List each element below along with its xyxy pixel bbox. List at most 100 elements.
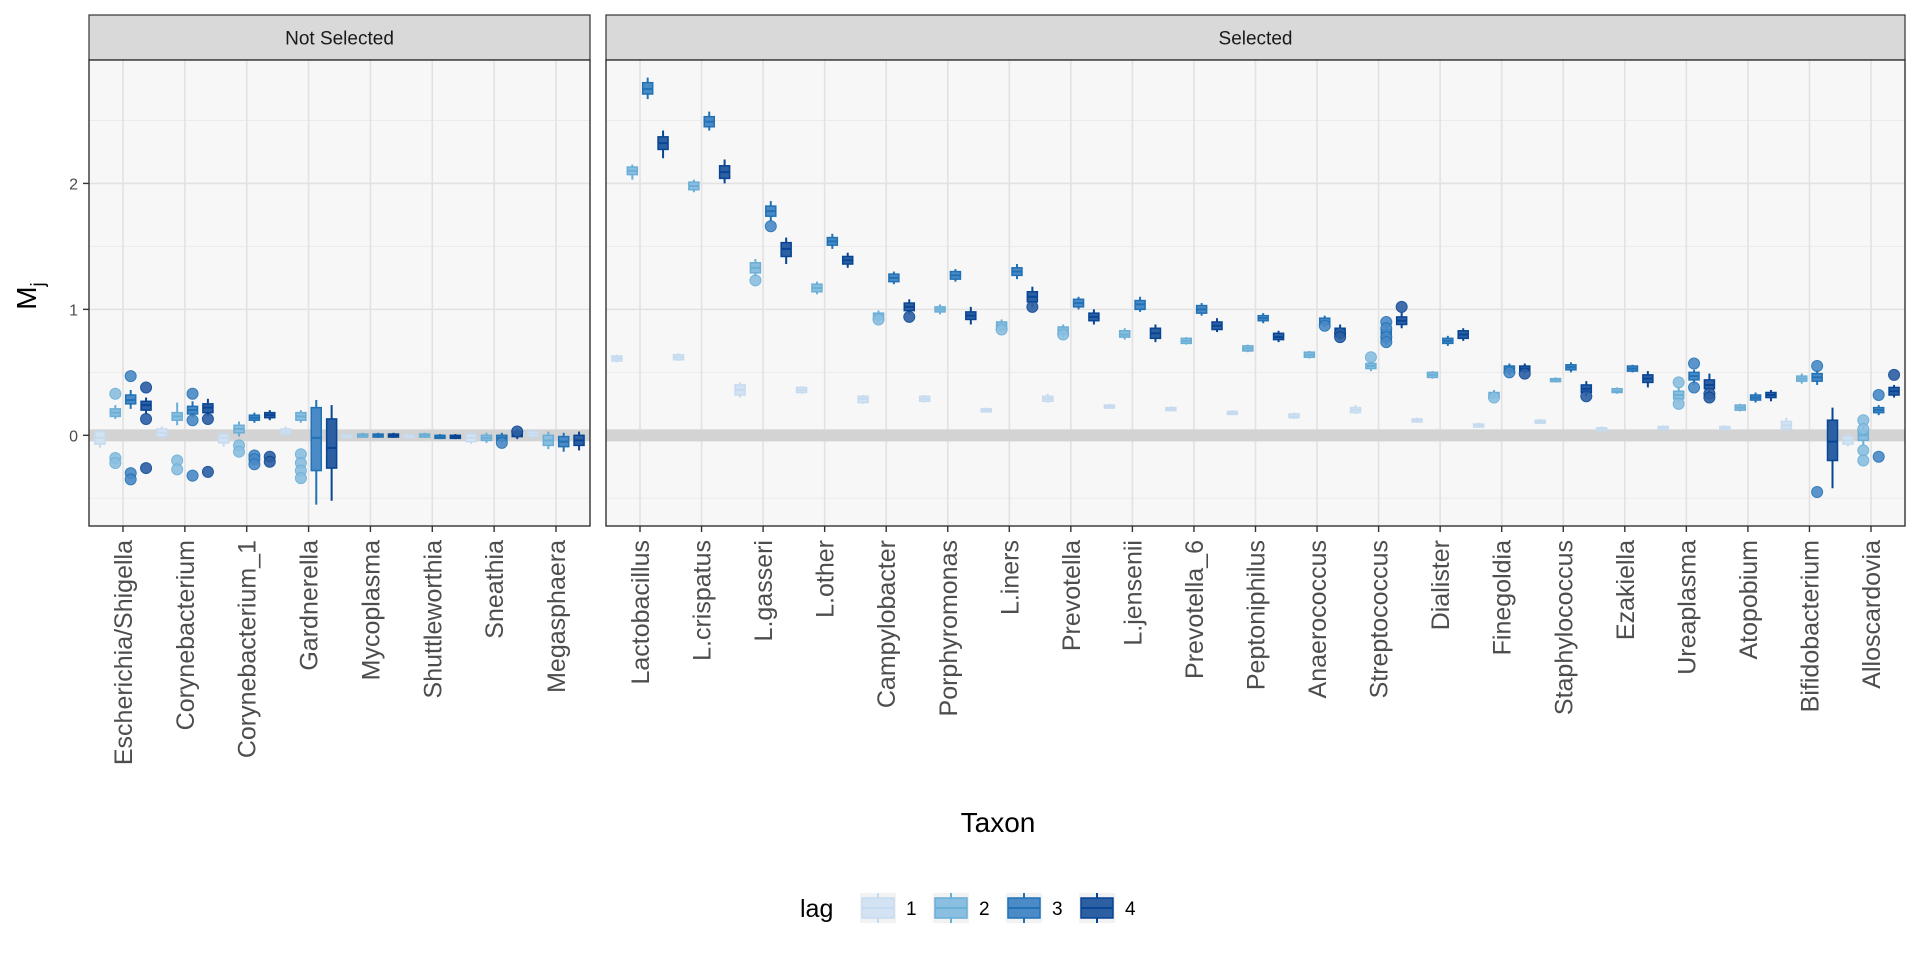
box-outlier-point — [1672, 376, 1685, 389]
box-lag-1 — [94, 429, 106, 448]
box-lag-2 — [1672, 376, 1685, 410]
box-lag-1 — [1657, 425, 1670, 431]
box-lag-3 — [949, 269, 962, 282]
category-group: Lactobacillus — [611, 77, 669, 685]
panel-not-selected: Not Selected Escherichia/Shigella Coryneba… — [69, 14, 591, 765]
x-tick-label: Atopobium — [1735, 540, 1763, 660]
box-outlier-point — [1688, 357, 1701, 370]
box-lag-1 — [217, 431, 230, 447]
box-lag-2 — [171, 402, 184, 476]
box-lag-3 — [1503, 363, 1516, 379]
box-lag-4 — [573, 431, 585, 451]
x-tick-label: Ureaplasma — [1673, 540, 1701, 675]
category-group: L.gasseri — [734, 201, 792, 641]
box-lag-3 — [1134, 296, 1146, 312]
box-lag-1 — [1165, 406, 1177, 412]
box-outlier-point — [1811, 360, 1824, 373]
x-tick-label: Prevotella — [1058, 540, 1086, 651]
box-lag-3 — [641, 77, 654, 100]
category-group: Campylobacter — [857, 271, 916, 708]
box-outlier-point — [1503, 366, 1516, 379]
box-lag-1 — [156, 426, 168, 440]
x-tick-label: Porphyromonas — [935, 540, 963, 716]
box-body — [325, 418, 338, 469]
box-outlier-point — [1057, 328, 1070, 341]
category-group: Gardnerella — [279, 400, 338, 671]
box-lag-2 — [1611, 387, 1623, 394]
x-tick-label: Campylobacter — [873, 540, 901, 708]
x-tick-label: L.jensenii — [1119, 540, 1147, 646]
box-lag-4 — [449, 434, 462, 440]
box-lag-4 — [1088, 309, 1100, 325]
panel-strip — [605, 14, 1906, 61]
box-lag-1 — [527, 429, 539, 440]
legend-entry-2: 2 — [933, 893, 990, 923]
box-lag-3 — [1318, 315, 1331, 332]
box-lag-3 — [1811, 360, 1824, 498]
box-lag-2 — [1488, 389, 1501, 404]
category-group: Alloscardovia — [1842, 368, 1901, 689]
x-tick-label: Peptoniphilus — [1243, 540, 1271, 690]
box-outlier-point — [1518, 367, 1531, 380]
box-lag-2 — [542, 431, 555, 450]
category-group: Peptoniphilus — [1226, 313, 1285, 690]
x-tick-label: Streptococcus — [1366, 540, 1394, 698]
x-tick-label: Sneathia — [481, 540, 509, 639]
box-outlier-point — [124, 370, 137, 383]
box-outlier-point — [495, 436, 508, 449]
box-outlier-point — [1672, 397, 1685, 410]
box-lag-2 — [749, 258, 762, 287]
box-lag-4 — [1026, 286, 1039, 313]
box-outlier-point — [749, 274, 762, 287]
category-group: Dialister — [1411, 328, 1469, 630]
box-lag-4 — [201, 398, 214, 478]
box-lag-1 — [1103, 403, 1116, 409]
box-lag-1 — [1042, 393, 1054, 403]
x-tick-label: Megasphaera — [543, 540, 571, 693]
box-lag-1 — [795, 386, 808, 394]
box-lag-2 — [480, 432, 493, 443]
box-outlier-point — [201, 465, 214, 478]
x-tick-label: Mycoplasma — [357, 540, 385, 680]
box-outlier-point — [171, 463, 184, 476]
box-outlier-point — [1872, 389, 1885, 402]
x-tick-label: Alloscardovia — [1858, 540, 1886, 689]
box-lag-3 — [372, 432, 384, 438]
box-outlier-point — [1026, 300, 1039, 313]
box-lag-4 — [1395, 300, 1408, 329]
box-lag-4 — [1518, 363, 1531, 380]
panel-border — [88, 59, 591, 527]
box-lag-1 — [465, 431, 477, 445]
box-lag-3 — [703, 111, 715, 131]
panel-selected: Selected Lactobacillus L.crispatus L.gasser… — [605, 14, 1906, 716]
box-outlier-point — [140, 381, 153, 394]
box-lag-3 — [1749, 392, 1762, 403]
gridlines — [89, 60, 590, 526]
box-lag-1 — [672, 353, 685, 362]
box-lag-1 — [1472, 422, 1485, 428]
panel-border — [605, 59, 1906, 527]
box-lag-2 — [1734, 403, 1746, 412]
box-outlier-point — [124, 473, 137, 486]
box-lag-3 — [1195, 303, 1208, 316]
category-group: Mycoplasma — [341, 432, 400, 680]
box-lag-3 — [186, 387, 199, 482]
y-axis-title: Mj — [11, 282, 49, 310]
x-tick-label: Gardnerella — [296, 540, 324, 671]
category-group: Corynebacterium_1 — [217, 410, 276, 758]
box-lag-3 — [124, 370, 137, 486]
box-lag-2 — [1857, 414, 1870, 467]
y-tick-label: 1 — [69, 302, 78, 319]
category-group: Finegoldia — [1472, 363, 1531, 655]
panel-strip-label: Selected — [1219, 29, 1293, 50]
box-outlier-point — [109, 387, 122, 400]
box-lag-3 — [434, 434, 446, 440]
box-lag-4 — [325, 405, 338, 501]
category-group: Corynebacterium — [156, 387, 214, 730]
box-lag-4 — [387, 432, 400, 438]
box-lag-4 — [1334, 324, 1347, 344]
box-lag-3 — [1072, 296, 1085, 310]
box-lag-3 — [1257, 313, 1269, 324]
box-outlier-point — [1888, 368, 1901, 381]
box-outlier-point — [1395, 300, 1408, 313]
